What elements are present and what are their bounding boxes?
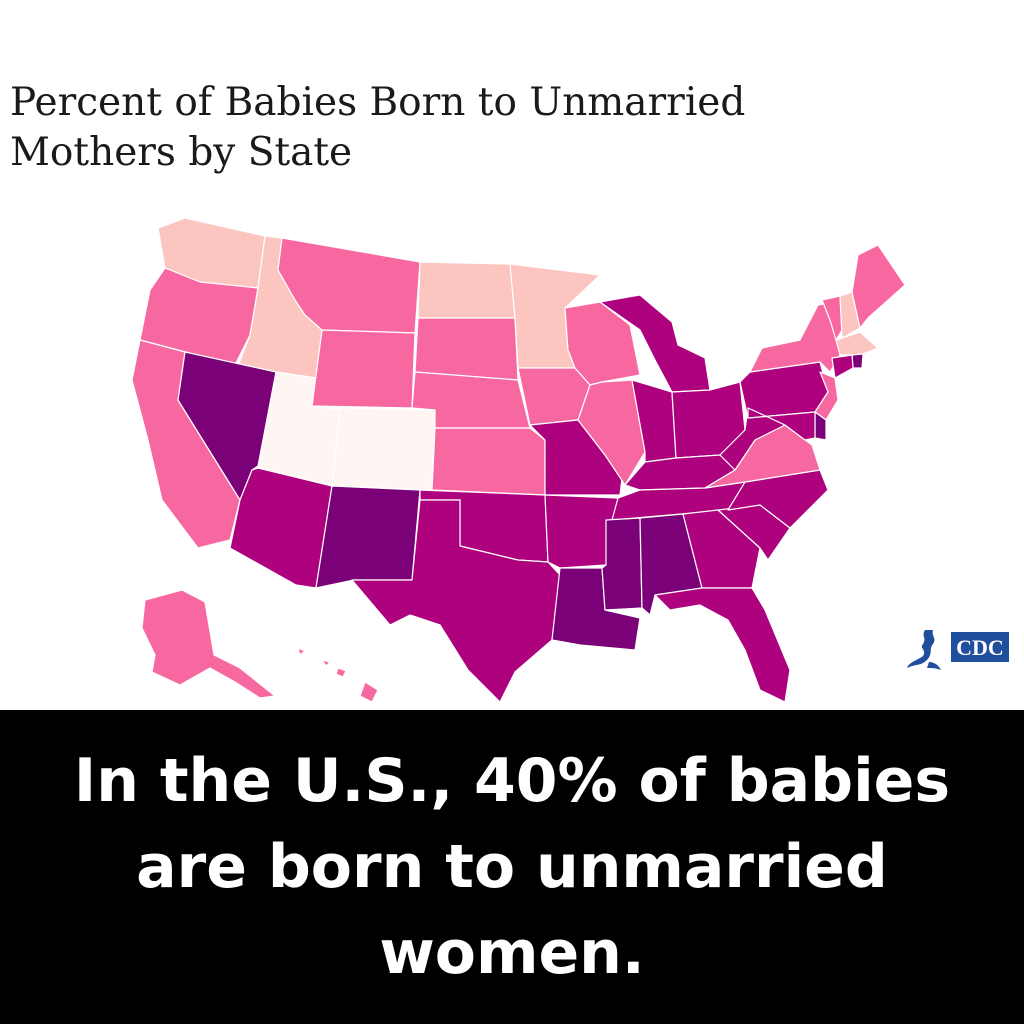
hhs-eagle-icon [907,630,941,670]
state-me [851,244,906,329]
state-ar [544,494,619,569]
state-ga [682,509,761,589]
state-ma [835,331,879,356]
state-or [139,267,259,366]
state-il [577,379,646,486]
cdc-logo-text: CDC [956,635,1004,660]
state-hi [359,681,379,703]
state-ct [831,354,854,379]
state-ms [601,517,643,611]
state-co [331,407,436,491]
caption-text: In the U.S., 40% of babies are born to u… [73,746,951,988]
us-choropleth-map [0,200,1024,710]
state-wy [311,329,416,409]
state-sd [414,317,519,381]
state-tx [351,499,561,703]
state-ri [851,353,864,369]
cdc-logo: CDC [903,624,1013,674]
state-ak [141,589,276,699]
state-mi [599,294,711,393]
state-ks [431,427,546,496]
caption-banner: In the U.S., 40% of babies are born to u… [0,710,1024,1024]
state-nd [417,261,516,319]
state-nm [315,485,421,589]
state-az [229,467,333,589]
state-hi-island [297,647,347,678]
state-vt [821,295,843,341]
state-fl [654,587,791,703]
state-md [747,407,816,441]
map-title: Percent of Babies Born to Unmarried Moth… [10,80,746,175]
